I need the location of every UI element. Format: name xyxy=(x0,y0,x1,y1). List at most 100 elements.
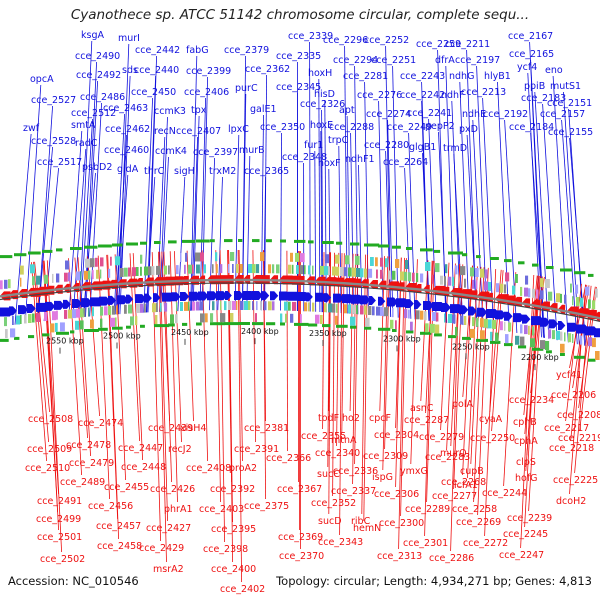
forward-cds-arrow xyxy=(468,306,477,316)
gene-label: ispG xyxy=(372,472,393,483)
feature-block xyxy=(112,243,123,247)
feature-block xyxy=(248,264,253,273)
feature-block xyxy=(238,239,243,242)
feature-block xyxy=(88,307,90,317)
leader-line xyxy=(37,105,53,322)
feature-block xyxy=(152,303,157,313)
feature-block xyxy=(430,323,435,333)
feature-block xyxy=(168,323,175,327)
gene-label: ycf41 xyxy=(556,370,582,381)
feature-block xyxy=(224,239,233,243)
feature-block xyxy=(230,313,234,322)
feature-block xyxy=(90,319,94,329)
feature-block xyxy=(236,301,238,310)
gene-label: mtnA xyxy=(331,435,357,446)
feature-block xyxy=(532,326,535,336)
feature-block xyxy=(332,266,337,276)
feature-block xyxy=(444,276,446,286)
feature-block xyxy=(304,265,306,275)
feature-block xyxy=(252,322,264,326)
feature-block xyxy=(530,338,535,348)
leader-line xyxy=(238,249,243,462)
kbp-tick-label: 2500 kbp xyxy=(103,332,141,341)
leader-line xyxy=(314,150,317,312)
feature-block xyxy=(344,304,348,314)
feature-block xyxy=(210,322,225,326)
forward-cds-arrow xyxy=(108,295,116,305)
gene-label: ho2 xyxy=(342,413,360,424)
feature-block xyxy=(272,301,275,311)
feature-block xyxy=(505,272,510,282)
gene-label: gidA xyxy=(117,164,139,175)
gene-label: cce_2217 xyxy=(544,423,589,434)
feature-block xyxy=(560,331,563,341)
leader-line xyxy=(358,164,363,315)
feature-block xyxy=(4,317,7,327)
feature-block xyxy=(324,266,329,276)
feature-block xyxy=(36,275,41,285)
feature-block xyxy=(236,264,239,273)
gene-label: hofG xyxy=(515,473,538,484)
gene-label: hlyB1 xyxy=(484,71,511,82)
feature-block xyxy=(452,314,456,324)
feature-block xyxy=(124,304,127,314)
feature-block xyxy=(28,251,41,255)
feature-block xyxy=(336,303,338,313)
forward-cds-arrow xyxy=(99,296,111,306)
feature-block xyxy=(556,293,561,303)
gene-label: icfA1 xyxy=(454,480,478,491)
forward-cds-arrow xyxy=(306,292,313,302)
feature-block xyxy=(308,265,311,275)
gene-label: ribC xyxy=(351,516,371,527)
forward-cds-arrow xyxy=(9,306,18,316)
gene-label: ccmK4 xyxy=(155,146,187,157)
feature-block xyxy=(52,273,54,283)
feature-block xyxy=(488,282,491,291)
gene-label: cce_2283 xyxy=(425,452,470,463)
gene-label: cce_2264 xyxy=(383,157,428,168)
gene-label: cce_2274 xyxy=(366,109,411,120)
feature-block xyxy=(352,267,357,277)
feature-block xyxy=(308,240,314,244)
feature-block xyxy=(462,253,468,257)
backbone-arc-inner xyxy=(0,282,600,322)
gene-label: cpcF xyxy=(369,413,391,424)
feature-block xyxy=(288,264,292,274)
feature-block xyxy=(518,345,527,349)
feature-block xyxy=(352,304,356,314)
feature-block xyxy=(585,286,590,296)
feature-block xyxy=(432,274,434,284)
gene-label: ndhE xyxy=(462,109,486,120)
feature-block xyxy=(294,322,309,326)
gene-label: hoxH xyxy=(308,68,332,79)
genome-summary: Topology: circular; Length: 4,934,271 bp… xyxy=(276,574,592,588)
forward-cds-arrow xyxy=(63,299,71,309)
feature-block xyxy=(370,257,374,266)
feature-block xyxy=(420,331,432,335)
gene-label: cce_2269 xyxy=(456,517,501,528)
feature-block xyxy=(212,301,215,311)
gene-label: cce_2510 xyxy=(25,463,70,474)
forward-cds-arrow xyxy=(180,291,190,301)
feature-block xyxy=(588,337,593,347)
feature-block xyxy=(182,239,196,243)
leader-line xyxy=(459,81,470,326)
feature-block xyxy=(140,303,144,313)
feature-block xyxy=(588,273,594,277)
feature-block xyxy=(462,336,471,340)
forward-cds-arrow xyxy=(153,293,161,303)
feature-block xyxy=(412,272,415,282)
accession-text: Accession: NC_010546 xyxy=(8,574,139,588)
leader-line xyxy=(145,176,156,313)
gene-label: pepP2 xyxy=(425,121,455,132)
gene-label: cce_2527 xyxy=(31,95,76,106)
feature-block xyxy=(392,329,397,332)
feature-block xyxy=(460,315,464,325)
feature-block xyxy=(592,300,596,310)
gene-label: cce_2241 xyxy=(407,108,452,119)
feature-block xyxy=(292,301,297,311)
feature-block xyxy=(380,306,384,316)
gene-label: galE1 xyxy=(250,104,277,115)
forward-cds-arrow xyxy=(144,293,152,303)
feature-block xyxy=(110,256,112,266)
